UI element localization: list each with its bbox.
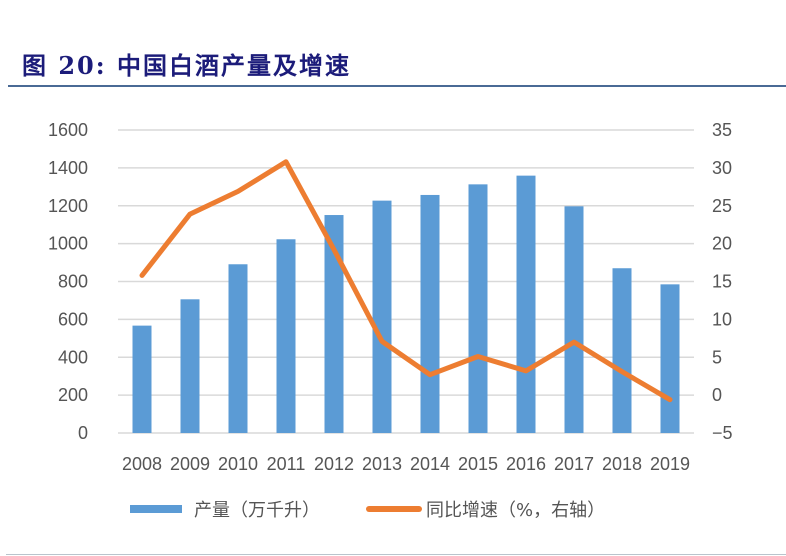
bar-2013 — [372, 200, 392, 433]
y-left-tick-label: 800 — [58, 272, 88, 292]
line-series-growth — [139, 159, 673, 403]
bar-2012 — [324, 215, 344, 433]
x-tick-label: 2016 — [506, 454, 546, 474]
y-left-tick-label: 1200 — [48, 196, 88, 216]
bar-2010 — [228, 264, 248, 433]
y-left-tick-label: 1000 — [48, 234, 88, 254]
y-left-tick-label: 1400 — [48, 158, 88, 178]
legend-label-growth: 同比增速（%，右轴） — [426, 500, 606, 521]
x-tick-label: 2008 — [122, 454, 162, 474]
bar-2009 — [180, 299, 200, 433]
x-tick-label: 2014 — [410, 454, 450, 474]
y-left-tick-label: 0 — [78, 423, 88, 443]
legend-label-production: 产量（万千升） — [194, 500, 320, 521]
x-tick-label: 2013 — [362, 454, 402, 474]
y-axis-right: −5 0 5 10 15 20 25 30 35 — [712, 120, 733, 443]
figure-title: 图 20: 中国白酒产量及增速 — [22, 51, 351, 80]
legend-bar-swatch-icon — [130, 505, 182, 513]
bar-2019 — [660, 284, 680, 433]
y-right-tick-label: 25 — [712, 196, 732, 216]
x-tick-label: 2011 — [267, 454, 306, 474]
legend-line-swatch-icon — [366, 506, 422, 512]
x-tick-label: 2017 — [554, 454, 594, 474]
y-left-tick-label: 1600 — [48, 120, 88, 140]
x-axis: 2008 2009 2010 2011 2012 2013 2014 2015 2016 2017… — [122, 454, 690, 474]
x-tick-label: 2019 — [650, 454, 690, 474]
y-left-tick-label: 400 — [58, 347, 88, 367]
y-right-tick-label: 10 — [712, 309, 732, 329]
bar-series-production — [132, 175, 680, 433]
bar-2014 — [420, 194, 440, 433]
bar-2016 — [516, 175, 536, 433]
y-right-tick-label: 35 — [712, 120, 732, 140]
bottom-divider — [6, 554, 786, 555]
gridlines — [118, 129, 694, 434]
x-tick-label: 2015 — [458, 454, 498, 474]
x-tick-label: 2018 — [602, 454, 642, 474]
title-divider — [8, 85, 786, 87]
x-tick-label: 2010 — [218, 454, 258, 474]
legend-item-production: 产量（万千升） — [130, 496, 320, 522]
y-right-tick-label: −5 — [712, 423, 733, 443]
bar-2017 — [564, 206, 584, 433]
y-left-tick-label: 600 — [58, 309, 88, 329]
x-tick-label: 2009 — [170, 454, 210, 474]
y-right-tick-label: 30 — [712, 158, 732, 178]
y-right-tick-label: 0 — [712, 385, 722, 405]
y-left-tick-label: 200 — [58, 385, 88, 405]
x-tick-label: 2012 — [314, 454, 354, 474]
y-axis-left: 0 200 400 600 800 1000 1200 1400 1600 — [48, 120, 88, 443]
bar-2015 — [468, 184, 488, 433]
y-right-tick-label: 5 — [712, 347, 722, 367]
bar-2018 — [612, 268, 632, 433]
legend-item-growth: 同比增速（%，右轴） — [366, 496, 605, 522]
y-right-tick-label: 15 — [712, 272, 732, 292]
bar-2008 — [132, 325, 152, 433]
bar-2011 — [276, 239, 296, 433]
growth-line — [139, 159, 673, 403]
y-right-tick-label: 20 — [712, 234, 732, 254]
legend: 产量（万千升） 同比增速（%，右轴） — [130, 496, 651, 522]
